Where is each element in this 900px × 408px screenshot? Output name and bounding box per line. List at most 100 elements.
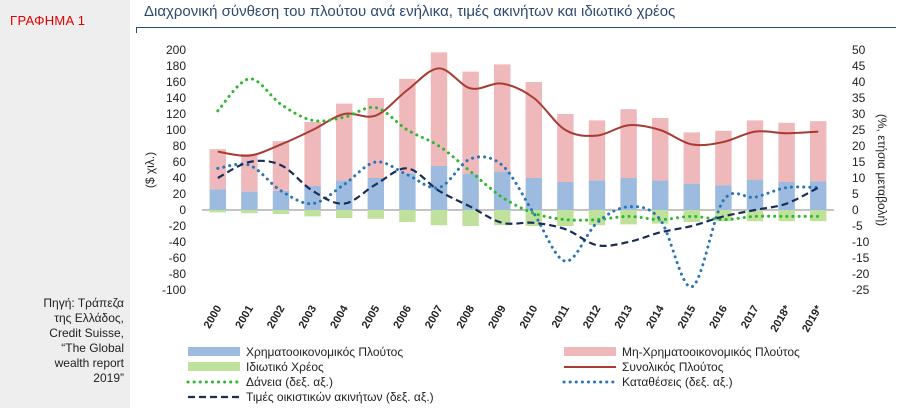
x-tick-label: 2015 bbox=[676, 304, 699, 331]
y2-tick-label: 0 bbox=[852, 203, 859, 217]
bar-nonfinancial bbox=[809, 121, 827, 182]
chart-area: -100 -80 -60 -40 -20 0 20 40 60 80 100 120 140 160 180… bbox=[143, 43, 889, 404]
bar-nonfinancial bbox=[493, 64, 511, 172]
x-tick-label: 2004 bbox=[328, 303, 351, 331]
source-line: Πηγή: Τράπεζα bbox=[43, 296, 124, 310]
bar-financial bbox=[462, 174, 479, 210]
x-tick-label: 2002 bbox=[265, 304, 288, 331]
line-deposits bbox=[216, 155, 820, 289]
bar-financial bbox=[588, 180, 606, 210]
lines-group bbox=[216, 67, 820, 289]
source-note: Πηγή: Τράπεζα της Ελλάδος, Credit Suisse… bbox=[0, 296, 124, 386]
y-tick-label: -60 bbox=[169, 251, 187, 265]
y2-axis-title: (%, ετήσια μεταβολή) bbox=[875, 114, 889, 226]
legend-group: Χρηματοοικονομικός Πλούτος Μη-Χρηματοοικο… bbox=[186, 345, 800, 404]
line-loans bbox=[216, 77, 820, 222]
bar-nonfinancial bbox=[651, 118, 669, 181]
x-tick-label: 2005 bbox=[360, 304, 383, 331]
legend-nonfinancial-swatch bbox=[564, 347, 616, 356]
y2-tick-label: 15 bbox=[852, 155, 866, 169]
y2-tick-label: 45 bbox=[852, 59, 866, 73]
x-tick-label: 2009 bbox=[486, 304, 509, 331]
bar-financial bbox=[367, 178, 385, 210]
legend-debt-label: Ιδιωτικό Χρέος bbox=[246, 360, 324, 374]
bar-debt bbox=[367, 210, 385, 219]
bar-debt bbox=[557, 210, 574, 226]
bar-debt bbox=[683, 210, 701, 222]
source-line: της Ελλάδος, bbox=[54, 311, 124, 325]
bar-debt bbox=[209, 210, 227, 213]
bar-debt bbox=[430, 210, 448, 226]
x-tick-label: 2008 bbox=[455, 304, 478, 331]
line-house-prices bbox=[217, 159, 819, 247]
x-tick-label: 2011 bbox=[550, 304, 572, 331]
y2-tick-label: 5 bbox=[852, 187, 859, 201]
x-tick-label: 2013 bbox=[613, 304, 636, 331]
bar-nonfinancial bbox=[462, 71, 479, 174]
bar-debt bbox=[335, 210, 353, 218]
source-line: Credit Suisse, bbox=[49, 326, 124, 340]
y-tick-label: -40 bbox=[169, 235, 187, 249]
y2-tick-label: 25 bbox=[852, 123, 866, 137]
x-tick-label: 2007 bbox=[423, 304, 446, 331]
x-tick-label: 2017 bbox=[739, 304, 762, 331]
y-tick-label: 80 bbox=[173, 139, 187, 153]
sidebar-panel: ΓΡΑΦΗΜΑ 1 Πηγή: Τράπεζα της Ελλάδος, Cre… bbox=[0, 0, 130, 408]
bar-nonfinancial bbox=[367, 98, 385, 178]
y-axis-title: ($ χιλ.) bbox=[143, 152, 157, 188]
x-tick-label: 2018* bbox=[768, 303, 793, 335]
legend-deposits-label: Καταθέσεις (δεξ. αξ.) bbox=[622, 375, 733, 389]
y-tick-label: 140 bbox=[166, 91, 186, 105]
bar-financial bbox=[493, 171, 511, 210]
figure-label: ΓΡΑΦΗΜΑ 1 bbox=[10, 13, 86, 28]
y2-tick-label: 20 bbox=[852, 139, 866, 153]
y-tick-label: 60 bbox=[173, 155, 187, 169]
x-tick-label: 2014 bbox=[644, 303, 667, 331]
chart-title: Διαχρονική σύνθεση του πλούτου ανά ενήλι… bbox=[144, 3, 676, 20]
legend-financial-label: Χρηματοοικονομικός Πλούτος bbox=[246, 345, 403, 359]
y2-tick-label: -10 bbox=[852, 235, 870, 249]
bar-nonfinancial bbox=[620, 109, 637, 178]
y-tick-label: -20 bbox=[169, 219, 187, 233]
y2-tick-label: 10 bbox=[852, 171, 866, 185]
y-tick-label: -80 bbox=[169, 267, 187, 281]
x-tick-label: 2010 bbox=[518, 304, 541, 331]
y-tick-label: 120 bbox=[166, 107, 186, 121]
bar-financial bbox=[715, 185, 732, 210]
y2-tick-label: 50 bbox=[852, 43, 866, 57]
bar-nonfinancial bbox=[778, 122, 795, 182]
source-line: 2019” bbox=[93, 371, 124, 385]
bar-financial bbox=[241, 191, 258, 210]
bar-financial bbox=[746, 179, 764, 210]
y-tick-label: 100 bbox=[166, 123, 186, 137]
y-tick-label: -100 bbox=[162, 283, 186, 297]
line-total bbox=[217, 67, 819, 157]
bar-financial bbox=[557, 182, 574, 210]
y-tick-label: 160 bbox=[166, 75, 186, 89]
y2-tick-label: -5 bbox=[852, 219, 863, 233]
source-line: “The Global bbox=[61, 341, 124, 355]
bar-debt bbox=[746, 210, 764, 222]
bar-debt bbox=[399, 210, 416, 222]
bar-debt bbox=[651, 210, 669, 224]
title-divider-tick bbox=[136, 27, 137, 33]
legend-total-label: Συνολικός Πλούτος bbox=[622, 360, 724, 374]
bar-nonfinancial bbox=[304, 122, 321, 186]
bar-financial bbox=[272, 190, 290, 210]
bar-financial bbox=[430, 166, 448, 210]
title-divider bbox=[136, 27, 896, 28]
bar-nonfinancial bbox=[683, 132, 701, 184]
x-tick-label: 2001 bbox=[233, 304, 256, 331]
x-tick-label: 2000 bbox=[202, 304, 225, 331]
x-tick-label: 2016 bbox=[707, 304, 730, 331]
bar-financial bbox=[778, 182, 795, 210]
y2-tick-label: -25 bbox=[852, 283, 870, 297]
y-tick-label: 180 bbox=[166, 59, 186, 73]
bar-financial bbox=[809, 181, 827, 210]
y-tick-label: 20 bbox=[173, 187, 187, 201]
bar-financial bbox=[209, 189, 227, 210]
y2-tick-label: -20 bbox=[852, 267, 870, 281]
bar-financial bbox=[335, 180, 353, 210]
y-tick-label: 40 bbox=[173, 171, 187, 185]
x-tick-label: 2003 bbox=[297, 304, 320, 331]
